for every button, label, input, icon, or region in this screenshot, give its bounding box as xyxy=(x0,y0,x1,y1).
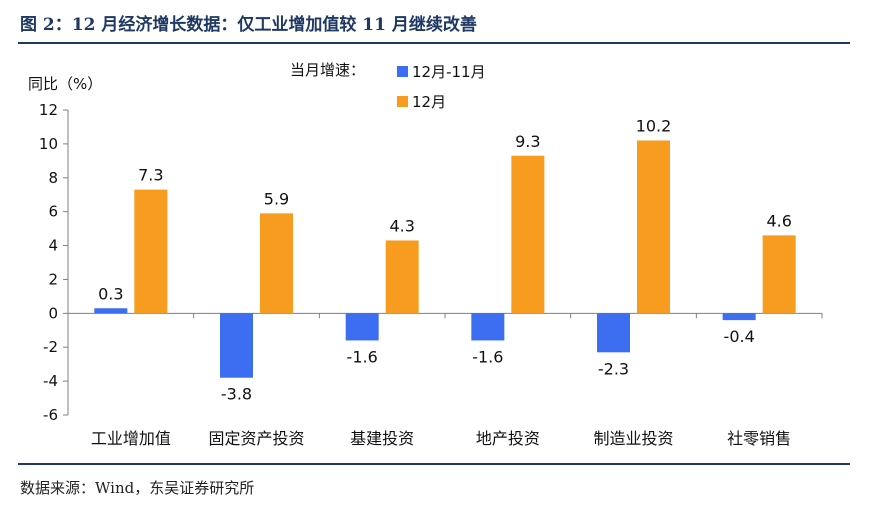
bar-change-2 xyxy=(345,313,379,341)
x-tick-label: 基建投资 xyxy=(350,429,414,448)
bar-change-4 xyxy=(597,313,630,353)
figure-title: 图 2：12 月经济增长数据：仅工业增加值较 11 月继续改善 xyxy=(20,15,477,35)
y-tick-label: 12 xyxy=(39,101,58,119)
legend: 12月-11月 12月 xyxy=(397,63,486,111)
data-label: -1.6 xyxy=(347,347,378,366)
data-label: -3.8 xyxy=(221,385,252,404)
data-label: -1.6 xyxy=(472,347,503,366)
bar-change-3 xyxy=(471,313,505,341)
data-label: 5.9 xyxy=(264,189,289,208)
y-axis-label: 同比（%） xyxy=(28,75,102,93)
x-tick-label: 社零销售 xyxy=(727,429,791,448)
bar-december-3 xyxy=(511,155,545,314)
y-tick-label: 6 xyxy=(48,203,58,221)
y-tick-label: -6 xyxy=(43,406,58,424)
legend-title: 当月增速： xyxy=(290,61,365,79)
legend-label: 12月 xyxy=(412,93,446,111)
x-tick-label: 地产投资 xyxy=(476,429,540,448)
x-tick-label: 制造业投资 xyxy=(593,429,673,448)
y-tick-label: 4 xyxy=(48,237,58,255)
y-tick-label: -4 xyxy=(43,372,58,390)
y-tick-label: -2 xyxy=(43,338,58,356)
data-label: 7.3 xyxy=(138,166,163,185)
source-note: 数据来源：Wind，东吴证券研究所 xyxy=(20,479,255,497)
legend-label: 12月-11月 xyxy=(412,63,486,81)
bar-change-1 xyxy=(220,313,253,378)
bar-december-0 xyxy=(134,189,168,314)
x-tick-label: 固定资产投资 xyxy=(208,429,304,448)
data-label: 10.2 xyxy=(636,117,672,136)
bar-december-5 xyxy=(762,235,796,314)
bar-december-1 xyxy=(260,213,293,314)
bars xyxy=(94,140,796,378)
bar-december-4 xyxy=(637,140,670,314)
bar-change-5 xyxy=(722,313,756,321)
legend-swatch xyxy=(397,96,408,107)
data-label: 9.3 xyxy=(515,132,540,151)
x-tick-label: 工业增加值 xyxy=(91,429,171,448)
y-tick-label: 10 xyxy=(39,135,58,153)
footer-divider xyxy=(18,463,850,465)
data-label: -0.4 xyxy=(724,327,755,346)
y-tick-label: 0 xyxy=(48,304,58,322)
bar-december-2 xyxy=(385,240,419,314)
data-label: -2.3 xyxy=(598,359,629,378)
y-tick-label: 2 xyxy=(48,270,58,288)
axes: 12 10 8 6 4 2 0 -2 -4 -6 工业增加值 固定资产投资 基建投资 地产投资 制造业投资 社… xyxy=(39,101,823,448)
data-labels: 0.3 -3.8 -1.6 -1.6 -2.3 -0.4 7.3 5.9 4.3 9.3 10.2 4… xyxy=(98,117,792,404)
data-label: 0.3 xyxy=(98,284,123,303)
data-label: 4.3 xyxy=(389,216,414,235)
data-label: 4.6 xyxy=(766,211,791,230)
y-tick-label: 8 xyxy=(48,169,58,187)
bar-change-0 xyxy=(94,308,128,314)
legend-swatch xyxy=(397,66,408,77)
title-divider xyxy=(18,42,850,44)
